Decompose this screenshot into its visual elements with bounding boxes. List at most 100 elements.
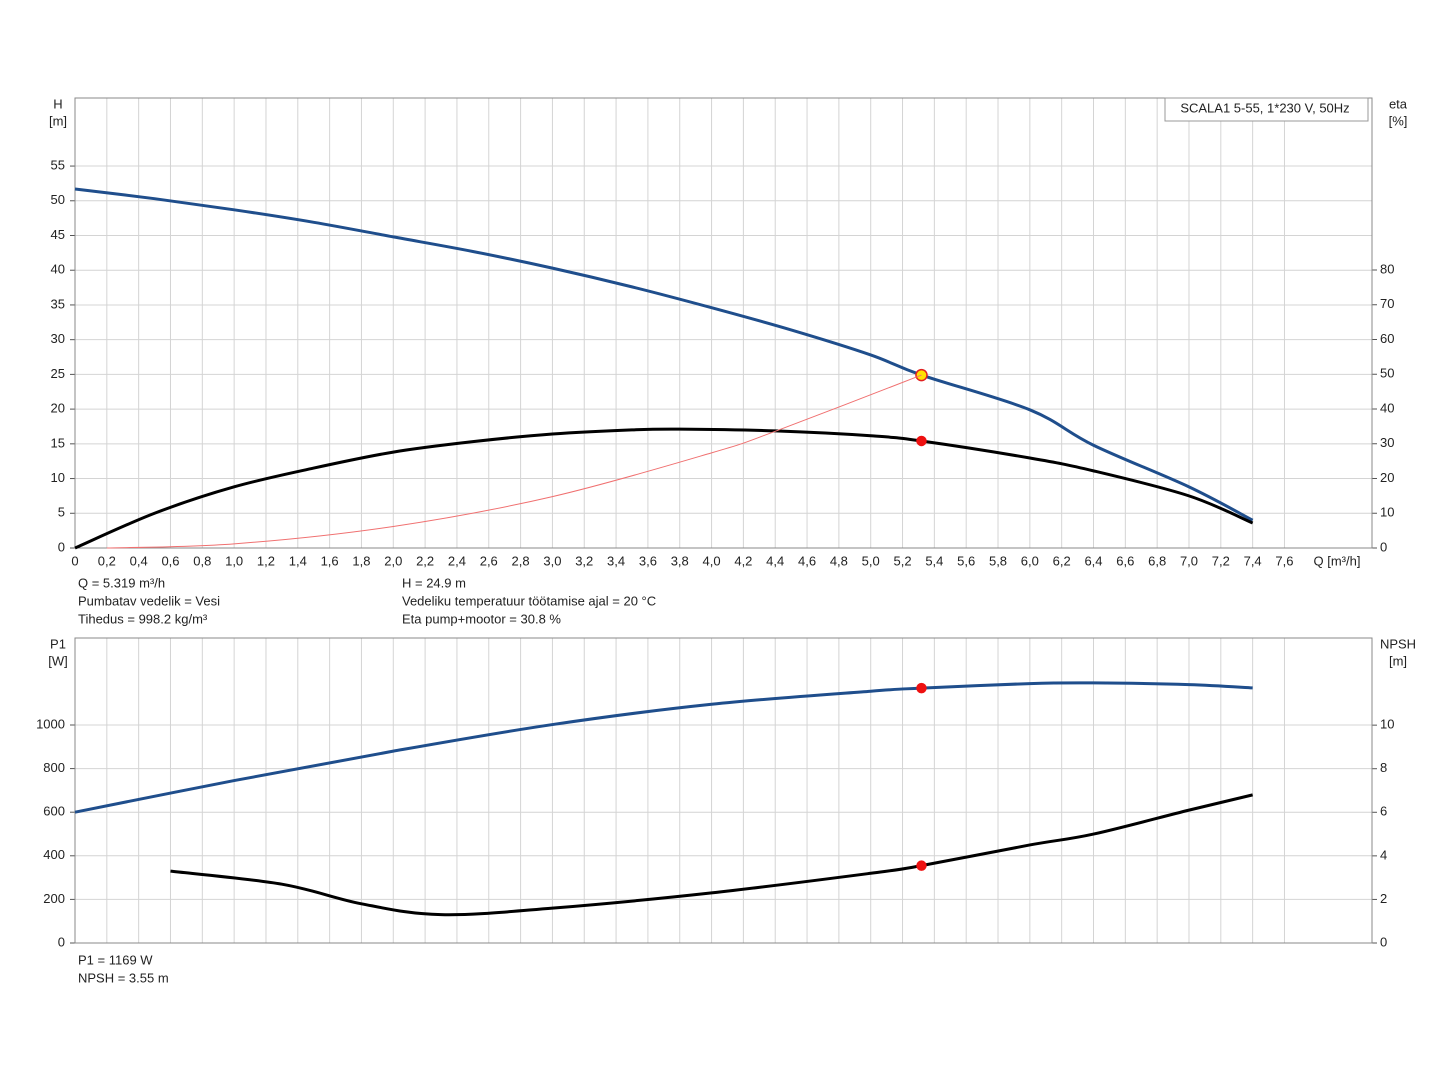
y2-tick-label: 6 xyxy=(1380,804,1387,819)
info-text: NPSH = 3.55 m xyxy=(78,970,169,985)
info-text: Eta pump+mootor = 30.8 % xyxy=(402,611,561,626)
info-text: Vedeliku temperatuur töötamise ajal = 20… xyxy=(402,593,656,608)
x-tick-label: 2,0 xyxy=(384,553,402,568)
y-tick-label: 0 xyxy=(58,539,65,554)
y-tick-label: 5 xyxy=(58,505,65,520)
y2-tick-label: 80 xyxy=(1380,261,1394,276)
x-tick-label: 2,2 xyxy=(416,553,434,568)
x-tick-label: 6,8 xyxy=(1148,553,1166,568)
y2-tick-label: 20 xyxy=(1380,470,1394,485)
curve xyxy=(106,374,922,549)
x-tick-label: 4,0 xyxy=(703,553,721,568)
y-tick-label: 800 xyxy=(43,760,65,775)
y-tick-label: 400 xyxy=(43,847,65,862)
operating-point xyxy=(916,860,927,871)
x-tick-label: 7,4 xyxy=(1244,553,1262,568)
y2-tick-label: 50 xyxy=(1380,366,1394,381)
info-text: Pumbatav vedelik = Vesi xyxy=(78,593,220,608)
x-tick-label: 3,0 xyxy=(543,553,561,568)
y-tick-label: 50 xyxy=(51,192,65,207)
x-tick-label: 6,2 xyxy=(1053,553,1071,568)
x-tick-label: 3,6 xyxy=(639,553,657,568)
x-tick-label: 1,2 xyxy=(257,553,275,568)
x-tick-label: 2,8 xyxy=(512,553,530,568)
x-tick-label: 1,0 xyxy=(225,553,243,568)
x-tick-label: 6,6 xyxy=(1116,553,1134,568)
x-tick-label: 4,6 xyxy=(798,553,816,568)
x-tick-label: 1,4 xyxy=(289,553,307,568)
y2-tick-label: 10 xyxy=(1380,505,1394,520)
curve xyxy=(170,793,1253,917)
y2-axis-label: NPSH xyxy=(1380,636,1416,651)
y-tick-label: 55 xyxy=(51,157,65,172)
y-axis-label: H xyxy=(53,96,62,111)
y-tick-label: 1000 xyxy=(36,716,65,731)
y-tick-label: 15 xyxy=(51,435,65,450)
x-tick-label: 4,2 xyxy=(734,553,752,568)
x-tick-label: 0,8 xyxy=(193,553,211,568)
y2-tick-label: 0 xyxy=(1380,539,1387,554)
x-tick-label: 2,4 xyxy=(448,553,466,568)
info-text: Tihedus = 998.2 kg/m³ xyxy=(78,611,208,626)
x-tick-label: 3,8 xyxy=(671,553,689,568)
y-tick-label: 25 xyxy=(51,366,65,381)
x-tick-label: 5,2 xyxy=(893,553,911,568)
y-axis-label: [W] xyxy=(48,653,68,668)
x-tick-label: 5,4 xyxy=(925,553,943,568)
y2-tick-label: 40 xyxy=(1380,400,1394,415)
curve xyxy=(74,681,1253,814)
y2-axis-label: [m] xyxy=(1389,653,1407,668)
x-tick-label: 7,0 xyxy=(1180,553,1198,568)
x-tick-label: 5,0 xyxy=(862,553,880,568)
info-text: P1 = 1169 W xyxy=(78,952,153,967)
y-tick-label: 40 xyxy=(51,262,65,277)
x-tick-label: 4,8 xyxy=(830,553,848,568)
x-tick-label: 4,4 xyxy=(766,553,784,568)
x-tick-label: 6,4 xyxy=(1084,553,1102,568)
x-tick-label: 1,8 xyxy=(352,553,370,568)
curve xyxy=(74,427,1254,550)
y-tick-label: 0 xyxy=(58,934,65,949)
y2-tick-label: 8 xyxy=(1380,760,1387,775)
y2-tick-label: 4 xyxy=(1380,847,1387,862)
y-tick-label: 600 xyxy=(43,804,65,819)
x-tick-label: 7,2 xyxy=(1212,553,1230,568)
y-tick-label: 45 xyxy=(51,227,65,242)
x-tick-label: 0,4 xyxy=(130,553,148,568)
y2-tick-label: 60 xyxy=(1380,331,1394,346)
x-tick-label: 5,6 xyxy=(957,553,975,568)
y2-tick-label: 30 xyxy=(1380,435,1394,450)
x-tick-label: 5,8 xyxy=(989,553,1007,568)
legend-box xyxy=(1164,97,1369,122)
y2-tick-label: 0 xyxy=(1380,934,1387,949)
legend-text: SCALA1 5-55, 1*230 V, 50Hz xyxy=(1180,100,1349,115)
y-tick-label: 200 xyxy=(43,891,65,906)
x-tick-label: 1,6 xyxy=(321,553,339,568)
x-tick-label: 0,6 xyxy=(161,553,179,568)
y-tick-label: 10 xyxy=(51,470,65,485)
curve xyxy=(74,187,1254,522)
info-text: Q = 5.319 m³/h xyxy=(78,575,165,590)
x-axis-label: Q [m³/h] xyxy=(1314,553,1361,568)
y-tick-label: 30 xyxy=(51,331,65,346)
x-tick-label: 6,0 xyxy=(1021,553,1039,568)
y-tick-label: 20 xyxy=(51,401,65,416)
x-tick-label: 3,2 xyxy=(575,553,593,568)
operating-point xyxy=(916,682,927,694)
y2-axis-label: [%] xyxy=(1389,113,1408,128)
x-tick-label: 0,2 xyxy=(98,553,116,568)
x-tick-label: 3,4 xyxy=(607,553,625,568)
y-axis-label: P1 xyxy=(50,636,66,651)
y-tick-label: 35 xyxy=(51,296,65,311)
x-tick-label: 0 xyxy=(71,553,78,568)
plot-frame xyxy=(74,97,1373,549)
plot-frame xyxy=(74,637,1373,944)
y-axis-label: [m] xyxy=(49,113,67,128)
y2-tick-label: 10 xyxy=(1380,717,1394,732)
y2-tick-label: 2 xyxy=(1380,891,1387,906)
operating-point xyxy=(916,435,927,447)
y2-tick-label: 70 xyxy=(1380,296,1394,311)
info-text: H = 24.9 m xyxy=(402,575,466,590)
x-tick-label: 2,6 xyxy=(480,553,498,568)
